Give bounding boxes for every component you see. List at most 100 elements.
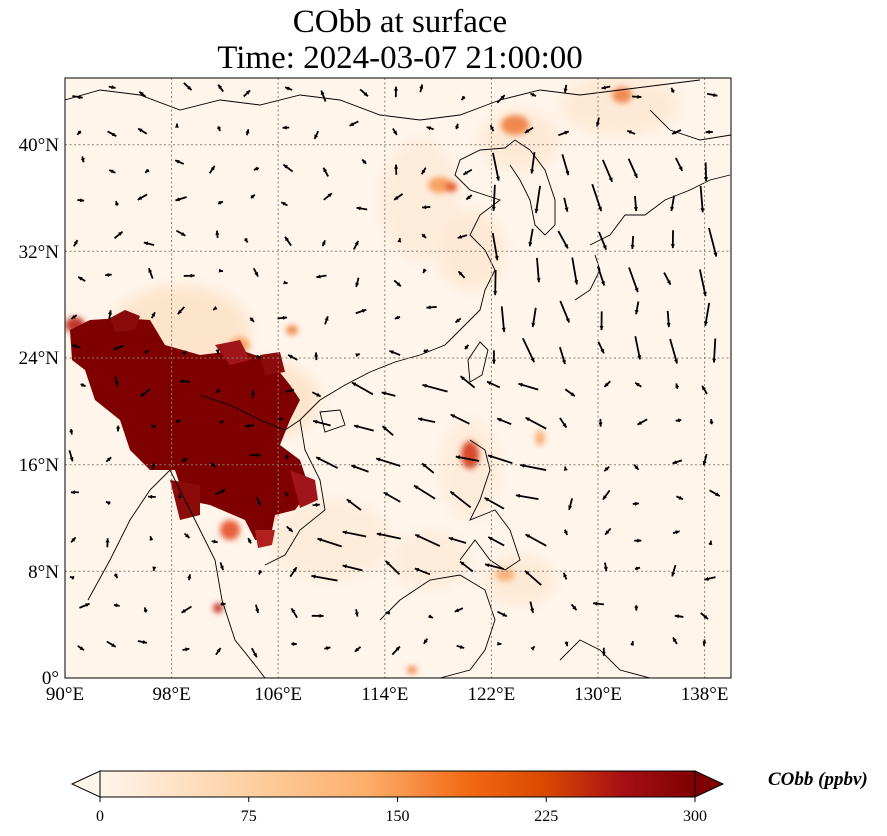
map-title-line: CObb at surface <box>292 4 508 40</box>
wind-arrow-head <box>454 608 460 613</box>
y-tick-label: 24°N <box>19 348 60 369</box>
wind-arrow-shaft <box>571 257 578 285</box>
wind-arrow-head <box>256 501 261 506</box>
wind-arrow-head <box>182 458 188 463</box>
wind-arrow-head <box>422 383 427 388</box>
wind-arrow-head <box>602 495 607 500</box>
colorbar-tick-label: 300 <box>683 808 707 825</box>
wind-arrow-head <box>670 206 675 212</box>
wind-arrow-head <box>605 530 610 535</box>
wind-arrow-shaft <box>628 267 639 293</box>
wind-arrow-head <box>675 530 680 535</box>
wind-arrow-head <box>530 357 535 363</box>
wind-arrow-head <box>637 420 643 425</box>
wind-arrow-shaft <box>491 232 499 261</box>
wind-arrow-head <box>71 314 76 319</box>
wind-arrow-head <box>381 391 387 396</box>
wind-arrow-head <box>219 565 224 571</box>
colorbar-label: CObb (ppbv) <box>768 769 868 790</box>
wind-arrow-shaft <box>487 454 513 465</box>
wind-arrow-head <box>423 639 428 644</box>
wind-arrow-head <box>487 454 493 459</box>
wind-arrow-head <box>148 268 153 273</box>
wind-arrow-head <box>245 423 250 428</box>
wind-arrow-head <box>81 382 86 387</box>
wind-arrow-head <box>459 644 465 649</box>
wind-arrow-head <box>419 84 424 89</box>
wind-arrow-shaft <box>422 383 448 393</box>
wind-arrow-head <box>565 170 570 176</box>
wind-arrow-head <box>354 240 359 246</box>
wind-arrow-head <box>210 165 215 171</box>
wind-arrow-shaft <box>713 338 717 363</box>
wind-arrow-head <box>703 614 708 620</box>
wind-arrow-head <box>488 537 493 541</box>
wind-arrow-head <box>285 86 290 91</box>
wind-arrow-head <box>79 646 85 651</box>
wind-arrow-head <box>715 492 720 497</box>
wind-arrow-head <box>118 231 123 236</box>
wind-arrow-head <box>351 464 356 469</box>
wind-arrow-head <box>634 309 639 315</box>
wind-arrow-head <box>598 206 602 212</box>
wind-arrow-head <box>454 123 459 129</box>
wind-arrow-head <box>460 376 465 381</box>
wind-arrow-head <box>702 291 707 297</box>
wind-arrow-head <box>705 129 710 135</box>
wind-arrow-head <box>354 612 359 617</box>
wind-arrow-head <box>179 379 184 384</box>
wind-arrow-head <box>604 466 609 472</box>
wind-arrow-head <box>111 132 117 137</box>
wind-arrow-head <box>73 240 78 245</box>
wind-arrow-head <box>109 169 114 174</box>
wind-arrow-head <box>458 271 463 276</box>
wind-arrow-head <box>635 566 641 571</box>
y-tick-label: 40°N <box>19 135 60 156</box>
wind-arrow-head <box>362 159 367 164</box>
wind-arrow-head <box>634 606 639 611</box>
wind-arrow-head <box>712 358 717 363</box>
wind-arrow-head <box>115 603 120 608</box>
wind-arrow-head <box>702 385 706 391</box>
wind-arrow-head <box>218 201 224 205</box>
wind-arrow-head <box>285 454 290 460</box>
wind-arrow-head <box>713 252 718 257</box>
wind-arrow-head <box>376 532 382 537</box>
wind-arrow-head <box>178 493 183 499</box>
wind-arrow-head <box>450 491 455 496</box>
wind-arrow-head <box>394 315 400 320</box>
wind-arrow-head <box>72 344 77 349</box>
wind-arrow-head <box>455 318 460 323</box>
wind-arrow-head <box>218 84 223 90</box>
wind-arrow-head <box>221 601 226 607</box>
wind-arrow-head <box>671 571 676 577</box>
wind-arrow-head <box>349 122 355 126</box>
wind-arrow-head <box>627 130 632 135</box>
map-subtitle: Time: 2024-03-07 21:00:00 <box>217 40 583 76</box>
wind-arrow-head <box>281 202 286 206</box>
wind-arrow-shaft <box>522 337 535 363</box>
x-tick-label: 90°E <box>46 684 84 705</box>
wind-arrow-head <box>531 92 537 97</box>
wind-arrow-shaft <box>699 185 704 213</box>
wind-arrow-head <box>316 392 321 397</box>
wind-arrow-head <box>140 392 145 397</box>
wind-arrow-head <box>250 194 255 199</box>
wind-arrow-head <box>415 534 420 539</box>
wind-arrow-head <box>423 268 427 274</box>
wind-vectors <box>68 82 721 658</box>
wind-arrow-head <box>562 423 567 428</box>
wind-arrow-head <box>604 382 609 387</box>
wind-arrow-head <box>138 128 143 133</box>
wind-arrow-head <box>385 560 390 566</box>
wind-arrow-shaft <box>317 537 343 548</box>
wind-arrow-head <box>563 466 568 471</box>
wind-arrow-head <box>570 392 575 397</box>
wind-arrow-head <box>111 85 116 90</box>
wind-arrow-head <box>245 129 250 134</box>
wind-arrow-head <box>394 164 399 169</box>
wind-arrow-head <box>630 641 635 646</box>
wind-arrow-head <box>315 502 320 508</box>
wind-arrow-head <box>422 463 427 468</box>
wind-arrow-head <box>497 418 502 422</box>
